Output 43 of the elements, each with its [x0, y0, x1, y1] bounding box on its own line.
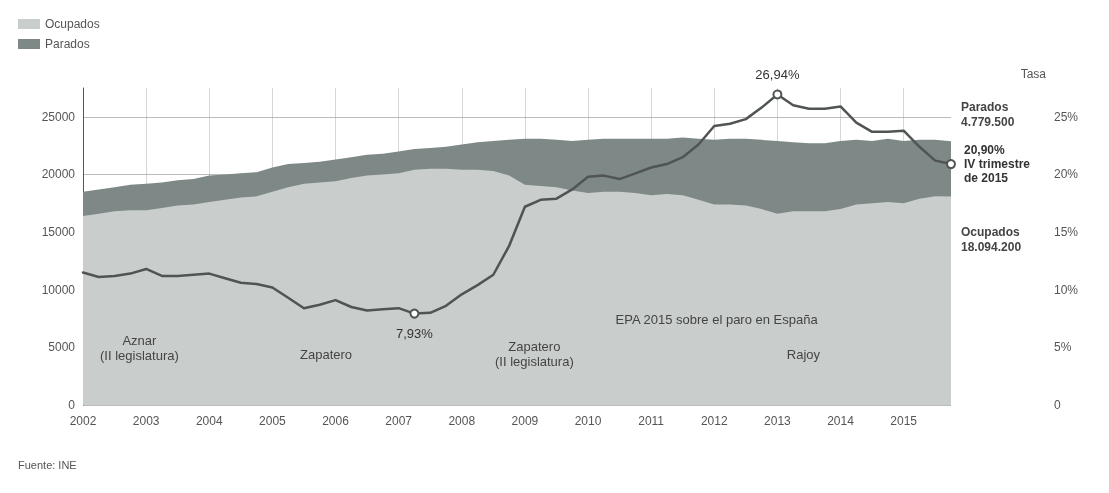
x-tick-label: 2006	[322, 414, 350, 428]
y-tick-label: 20000	[41, 167, 76, 182]
annotation: Aznar (II legislatura)	[100, 332, 179, 363]
y2-tick-label: 10%	[1054, 282, 1079, 297]
y2-tick-label: 20%	[1054, 167, 1079, 182]
y2-axis-title: Tasa	[1020, 67, 1047, 81]
y-tick-label: 15000	[41, 225, 76, 240]
data-label: 20,90% IV trimestre de 2015	[964, 143, 1031, 186]
y-tick-label: 10000	[41, 282, 76, 297]
annotation: Zapatero (II legislatura)	[494, 339, 574, 370]
x-tick-label: 2009	[511, 414, 539, 428]
data-label: 26,94%	[755, 66, 800, 82]
x-tick-label: 2003	[132, 414, 160, 428]
x-tick-label: 2013	[764, 414, 792, 428]
x-tick-label: 2005	[259, 414, 287, 428]
point	[946, 159, 956, 170]
x-tick-label: 2015	[890, 414, 918, 428]
legend-label: Parados	[45, 37, 90, 51]
y-tick-label: 25000	[41, 109, 76, 124]
point	[409, 308, 420, 319]
annotation: Ocupados 18.094.200	[961, 224, 1022, 254]
x-tick-label: 2011	[638, 414, 665, 428]
annotation: Rajoy	[786, 346, 821, 362]
y-tick-label: 5000	[48, 340, 76, 355]
y2-tick-label: 25%	[1054, 109, 1079, 124]
y-tick-label: 0	[68, 398, 76, 412]
source-note: Fuente: INE	[18, 458, 77, 471]
annotation: Parados 4.779.500	[961, 99, 1015, 129]
x-tick-label: 2014	[827, 414, 855, 428]
x-tick-label: 2007	[385, 414, 413, 428]
legend-label: Ocupados	[45, 17, 100, 31]
x-tick-label: 2012	[700, 414, 728, 428]
y2-tick-label: 15%	[1054, 225, 1079, 240]
x-tick-label: 2002	[69, 414, 97, 428]
annotation: Zapatero	[300, 346, 353, 362]
data-label: 7,93%	[395, 326, 434, 342]
annotation: EPA 2015 sobre el paro en España	[615, 311, 819, 327]
x-tick-label: 2010	[574, 414, 602, 428]
y2-tick-label: 0	[1054, 398, 1061, 412]
point	[772, 89, 783, 100]
y2-tick-label: 5%	[1054, 340, 1072, 355]
x-tick-label: 2008	[448, 414, 476, 428]
x-tick-label: 2004	[195, 414, 223, 428]
